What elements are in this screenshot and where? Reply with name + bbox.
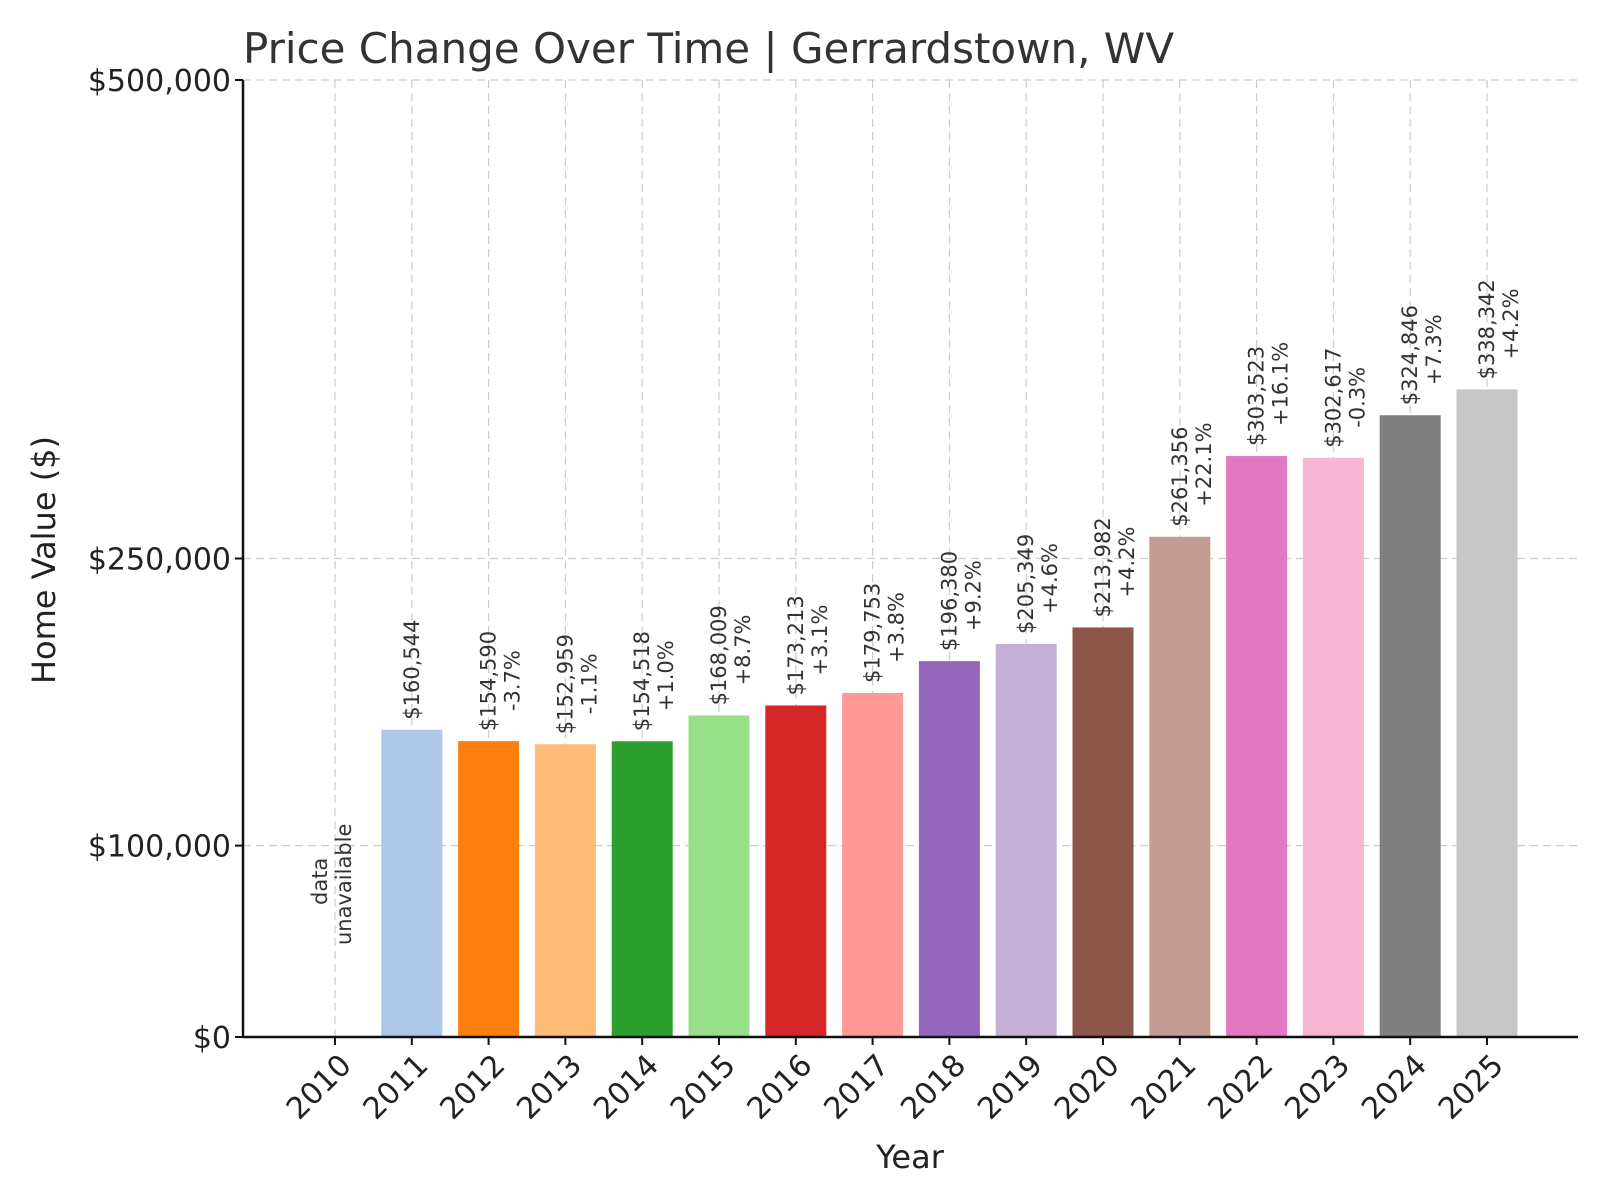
bar-2024 — [1379, 415, 1441, 1037]
value-label: $261,356 — [1168, 427, 1192, 527]
x-tick-label: 2017 — [818, 1048, 897, 1127]
x-tick-label: 2018 — [894, 1048, 973, 1127]
x-tick-label: 2015 — [664, 1048, 743, 1127]
change-label: +16.1% — [1269, 342, 1293, 426]
change-label: +9.2% — [961, 560, 985, 631]
value-label: $302,617 — [1321, 348, 1345, 448]
bar-2016 — [765, 705, 827, 1037]
x-tick-label: 2011 — [357, 1048, 436, 1127]
x-tick-label: 2021 — [1125, 1048, 1204, 1127]
change-label: +4.2% — [1115, 526, 1139, 597]
bar-2012 — [458, 741, 520, 1037]
x-tick-label: 2016 — [741, 1048, 820, 1127]
x-tick-layer: 2010201120122013201420152016201720182019… — [280, 1037, 1511, 1127]
value-label: $324,846 — [1398, 305, 1422, 405]
value-label: $154,518 — [630, 631, 654, 731]
value-label: $154,590 — [477, 631, 501, 731]
y-tick-layer: $0 $100,000 $250,000 $500,000 — [88, 64, 243, 1056]
y-tick-label: $500,000 — [88, 64, 231, 99]
bar-2022 — [1226, 456, 1288, 1037]
x-tick-label: 2024 — [1355, 1048, 1434, 1127]
bar-2020 — [1072, 627, 1134, 1037]
value-label: $173,213 — [784, 595, 808, 695]
bar-2019 — [995, 643, 1057, 1037]
value-label: $168,009 — [707, 605, 731, 705]
change-label: +1.0% — [654, 640, 678, 711]
change-label: +8.7% — [731, 614, 755, 685]
x-tick-label: 2022 — [1202, 1048, 1281, 1127]
bar-2025 — [1456, 389, 1518, 1037]
missing-data-label: unavailable — [332, 824, 356, 945]
x-tick-label: 2019 — [971, 1048, 1050, 1127]
change-label: +4.2% — [1499, 288, 1523, 359]
bar-2013 — [534, 744, 596, 1037]
change-label: +3.1% — [808, 605, 832, 676]
value-label: $152,959 — [553, 634, 577, 734]
bar-2015 — [688, 715, 750, 1037]
value-label: $179,753 — [861, 583, 885, 683]
change-label: +3.8% — [885, 592, 909, 663]
value-label: $213,982 — [1091, 517, 1115, 617]
value-label: $338,342 — [1475, 279, 1499, 379]
bar-2011 — [381, 729, 443, 1037]
x-axis-label: Year — [875, 1138, 945, 1176]
change-label: +7.3% — [1422, 314, 1446, 385]
y-tick-label: $0 — [193, 1021, 231, 1056]
bar-2021 — [1149, 536, 1211, 1037]
x-tick-label: 2023 — [1278, 1048, 1357, 1127]
value-label: $205,349 — [1014, 534, 1038, 634]
x-tick-label: 2014 — [587, 1048, 666, 1127]
bar-2014 — [611, 741, 673, 1037]
change-label: -0.3% — [1345, 367, 1369, 428]
y-tick-label: $100,000 — [88, 830, 231, 865]
y-tick-label: $250,000 — [88, 543, 231, 578]
x-tick-label: 2020 — [1048, 1048, 1127, 1127]
bar-2023 — [1302, 457, 1364, 1037]
y-axis-label: Home Value ($) — [25, 436, 63, 684]
bar-layer — [381, 389, 1518, 1037]
value-label: $196,380 — [937, 551, 961, 651]
x-tick-label: 2013 — [510, 1048, 589, 1127]
value-label: $303,523 — [1245, 346, 1269, 446]
bar-2017 — [842, 692, 904, 1037]
grid-layer — [243, 79, 1578, 1038]
data-label-layer: data unavailable $160,544 $154,590 -3.7% $152… — [308, 279, 1523, 945]
bar-2018 — [918, 661, 980, 1037]
x-tick-label: 2025 — [1432, 1048, 1511, 1127]
change-label: -3.7% — [501, 650, 525, 711]
change-label: +4.6% — [1038, 543, 1062, 614]
x-tick-label: 2010 — [280, 1048, 359, 1127]
change-label: +22.1% — [1192, 422, 1216, 506]
x-tick-label: 2012 — [434, 1048, 513, 1127]
missing-data-label: data — [308, 858, 332, 905]
value-label: $160,544 — [400, 620, 424, 720]
chart-title: Price Change Over Time | Gerrardstown, W… — [243, 24, 1174, 73]
change-label: -1.1% — [577, 653, 601, 714]
